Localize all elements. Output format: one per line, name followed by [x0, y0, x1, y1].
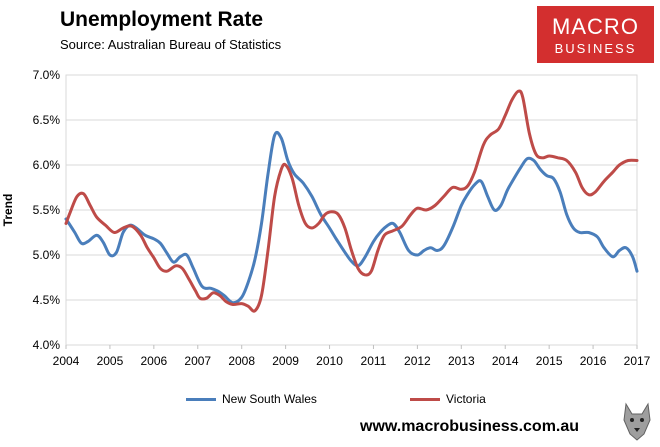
series-line-vic [64, 89, 639, 313]
x-tick-label: 2009 [272, 354, 299, 368]
logo-line-2: BUSINESS [554, 41, 637, 56]
x-tick-label: 2010 [316, 354, 343, 368]
x-tick-label: 2006 [140, 354, 167, 368]
x-tick-label: 2004 [53, 354, 80, 368]
y-tick-label: 6.0% [33, 158, 61, 172]
series-line-nsw [64, 130, 639, 305]
legend-item-nsw: New South Wales [186, 392, 317, 406]
y-tick-label: 7.0% [33, 68, 61, 82]
y-tick-label: 6.5% [33, 113, 61, 127]
plot-area [65, 74, 638, 346]
x-tick-label: 2017 [624, 354, 651, 368]
x-tick-label: 2016 [580, 354, 607, 368]
logo-line-1: MACRO [552, 14, 639, 39]
x-tick-label: 2014 [492, 354, 519, 368]
legend-item-vic: Victoria [410, 392, 486, 406]
x-tick-label: 2013 [448, 354, 475, 368]
legend-label-vic: Victoria [446, 392, 486, 406]
y-tick-label: 4.5% [33, 293, 61, 307]
legend-swatch-vic [410, 397, 440, 401]
x-tick-label: 2005 [97, 354, 124, 368]
chart-title: Unemployment Rate [60, 8, 264, 31]
chart-source: Source: Australian Bureau of Statistics [60, 37, 282, 52]
y-tick-label: 4.0% [33, 338, 61, 352]
x-tick-label: 2007 [184, 354, 211, 368]
x-tick-label: 2008 [228, 354, 255, 368]
legend-label-nsw: New South Wales [222, 392, 317, 406]
x-tick-label: 2011 [361, 354, 387, 368]
y-tick-label: 5.5% [33, 203, 61, 217]
y-axis-label: Trend [1, 194, 15, 227]
wolf-mascot-icon [623, 402, 651, 441]
x-tick-label: 2015 [536, 354, 563, 368]
x-tick-label: 2012 [404, 354, 431, 368]
legend-swatch-nsw [186, 397, 216, 401]
y-tick-label: 5.0% [33, 248, 61, 262]
footer-url: www.macrobusiness.com.au [360, 418, 580, 435]
macrobusiness-logo: MACRO BUSINESS [537, 6, 654, 63]
